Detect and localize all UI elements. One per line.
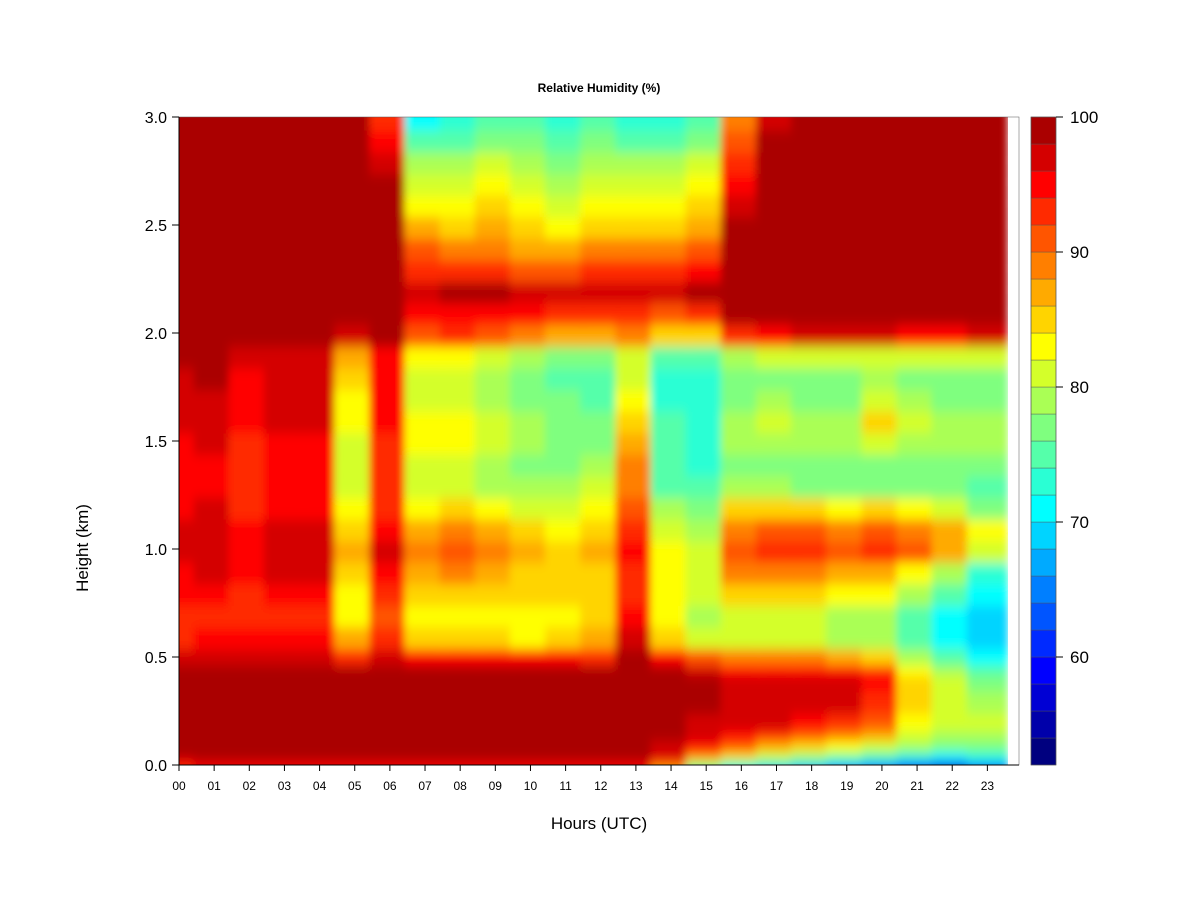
y-tick-label: 1.0 xyxy=(145,542,167,559)
heatmap-cell xyxy=(615,117,657,131)
x-tick-label: 04 xyxy=(313,779,327,793)
x-tick-label: 21 xyxy=(910,779,924,793)
colorbar-swatch xyxy=(1030,710,1057,739)
colorbar-swatch xyxy=(1030,305,1057,334)
x-tick-label: 08 xyxy=(453,779,467,793)
heatmap-cell xyxy=(263,117,305,131)
x-tick-label: 15 xyxy=(700,779,714,793)
y-tick-label: 0.5 xyxy=(145,650,167,667)
heatmap-cell xyxy=(685,117,727,131)
x-tick-label: 19 xyxy=(840,779,854,793)
x-axis-label: Hours (UTC) xyxy=(551,814,647,833)
colorbar-swatch xyxy=(1030,602,1057,631)
colorbar-tick-label: 70 xyxy=(1070,513,1089,532)
colorbar-tick-label: 80 xyxy=(1070,378,1089,397)
x-tick-label: 09 xyxy=(489,779,503,793)
heatmap-cell xyxy=(580,117,622,131)
colorbar-swatch xyxy=(1030,197,1057,226)
heatmap-cell xyxy=(826,117,868,131)
y-tick-label: 2.5 xyxy=(145,218,167,235)
heatmap-cell xyxy=(791,117,833,131)
colorbar-frame xyxy=(1030,116,1057,766)
x-tick-label: 12 xyxy=(594,779,608,793)
x-tick-label: 22 xyxy=(946,779,960,793)
x-tick-label: 11 xyxy=(559,779,572,793)
heatmap-cell xyxy=(439,117,481,131)
colorbar-swatch xyxy=(1030,683,1057,712)
heatmap-cell xyxy=(474,117,516,131)
heatmap xyxy=(179,117,1008,765)
colorbar-swatch xyxy=(1030,332,1057,361)
x-tick-label: 10 xyxy=(524,779,538,793)
x-tick-label: 05 xyxy=(348,779,362,793)
y-tick-label: 3.0 xyxy=(145,110,167,127)
y-axis: 0.0 0.5 1.0 1.5 2.0 2.5 3.0 xyxy=(145,110,180,775)
x-tick-label: 03 xyxy=(278,779,292,793)
x-tick-label: 23 xyxy=(981,779,995,793)
colorbar-swatch xyxy=(1030,494,1057,523)
heatmap-cell xyxy=(404,117,446,131)
x-tick-label: 06 xyxy=(383,779,397,793)
x-tick-label: 13 xyxy=(629,779,643,793)
colorbar-swatch xyxy=(1030,413,1057,442)
colorbar-swatch xyxy=(1030,359,1057,388)
x-tick-label: 17 xyxy=(770,779,784,793)
x-tick-label: 20 xyxy=(875,779,889,793)
colorbar-swatch xyxy=(1030,737,1057,766)
heatmap-cell xyxy=(509,117,551,131)
heatmap-cell xyxy=(299,117,341,131)
heatmap-cell xyxy=(896,117,938,131)
colorbar-swatch xyxy=(1030,251,1057,280)
heatmap-cell xyxy=(228,117,270,131)
colorbar-swatch xyxy=(1030,656,1057,685)
heatmap-cell xyxy=(334,117,376,131)
x-tick-label: 02 xyxy=(243,779,257,793)
x-tick-label: 18 xyxy=(805,779,819,793)
colorbar-swatch xyxy=(1030,629,1057,658)
x-tick-label: 00 xyxy=(172,779,186,793)
heatmap-cell xyxy=(720,117,762,131)
colorbar-swatch xyxy=(1030,170,1057,199)
heatmap-cell xyxy=(545,117,587,131)
colorbar-swatch xyxy=(1030,386,1057,415)
heatmap-cell xyxy=(966,117,1008,131)
heatmap-cell xyxy=(861,117,903,131)
heatmap-cell xyxy=(193,117,235,131)
heatmap-cell xyxy=(755,117,797,131)
colorbar-tick-label: 100 xyxy=(1070,108,1098,127)
colorbar-swatch xyxy=(1030,575,1057,604)
x-tick-label: 01 xyxy=(207,779,221,793)
x-tick-label: 16 xyxy=(735,779,749,793)
colorbar-tick-label: 60 xyxy=(1070,648,1089,667)
colorbar-swatch xyxy=(1030,548,1057,577)
heatmap-cell xyxy=(650,117,692,131)
colorbar-swatch xyxy=(1030,440,1057,469)
chart-title: Relative Humidity (%) xyxy=(538,81,661,95)
y-axis-label: Height (km) xyxy=(73,504,92,592)
colorbar-swatch xyxy=(1030,521,1057,550)
colorbar-swatch xyxy=(1030,116,1057,145)
colorbar-swatch xyxy=(1030,278,1057,307)
y-tick-label: 1.5 xyxy=(145,434,167,451)
x-axis: 00 01 02 03 04 05 06 07 08 09 10 11 12 13 14 15 16 17 18 19… xyxy=(172,764,1019,793)
x-tick-label: 14 xyxy=(664,779,678,793)
y-tick-label: 0.0 xyxy=(145,758,167,775)
colorbar-swatch xyxy=(1030,467,1057,496)
x-tick-label: 07 xyxy=(418,779,432,793)
heatmap-cell xyxy=(369,117,411,131)
heatmap-cell xyxy=(931,117,973,131)
y-tick-label: 2.0 xyxy=(145,326,167,343)
colorbar-swatch xyxy=(1030,224,1057,253)
colorbar-tick-label: 90 xyxy=(1070,243,1089,262)
colorbar-swatch xyxy=(1030,143,1057,172)
colorbar: 100 90 80 70 60 xyxy=(1030,108,1098,766)
